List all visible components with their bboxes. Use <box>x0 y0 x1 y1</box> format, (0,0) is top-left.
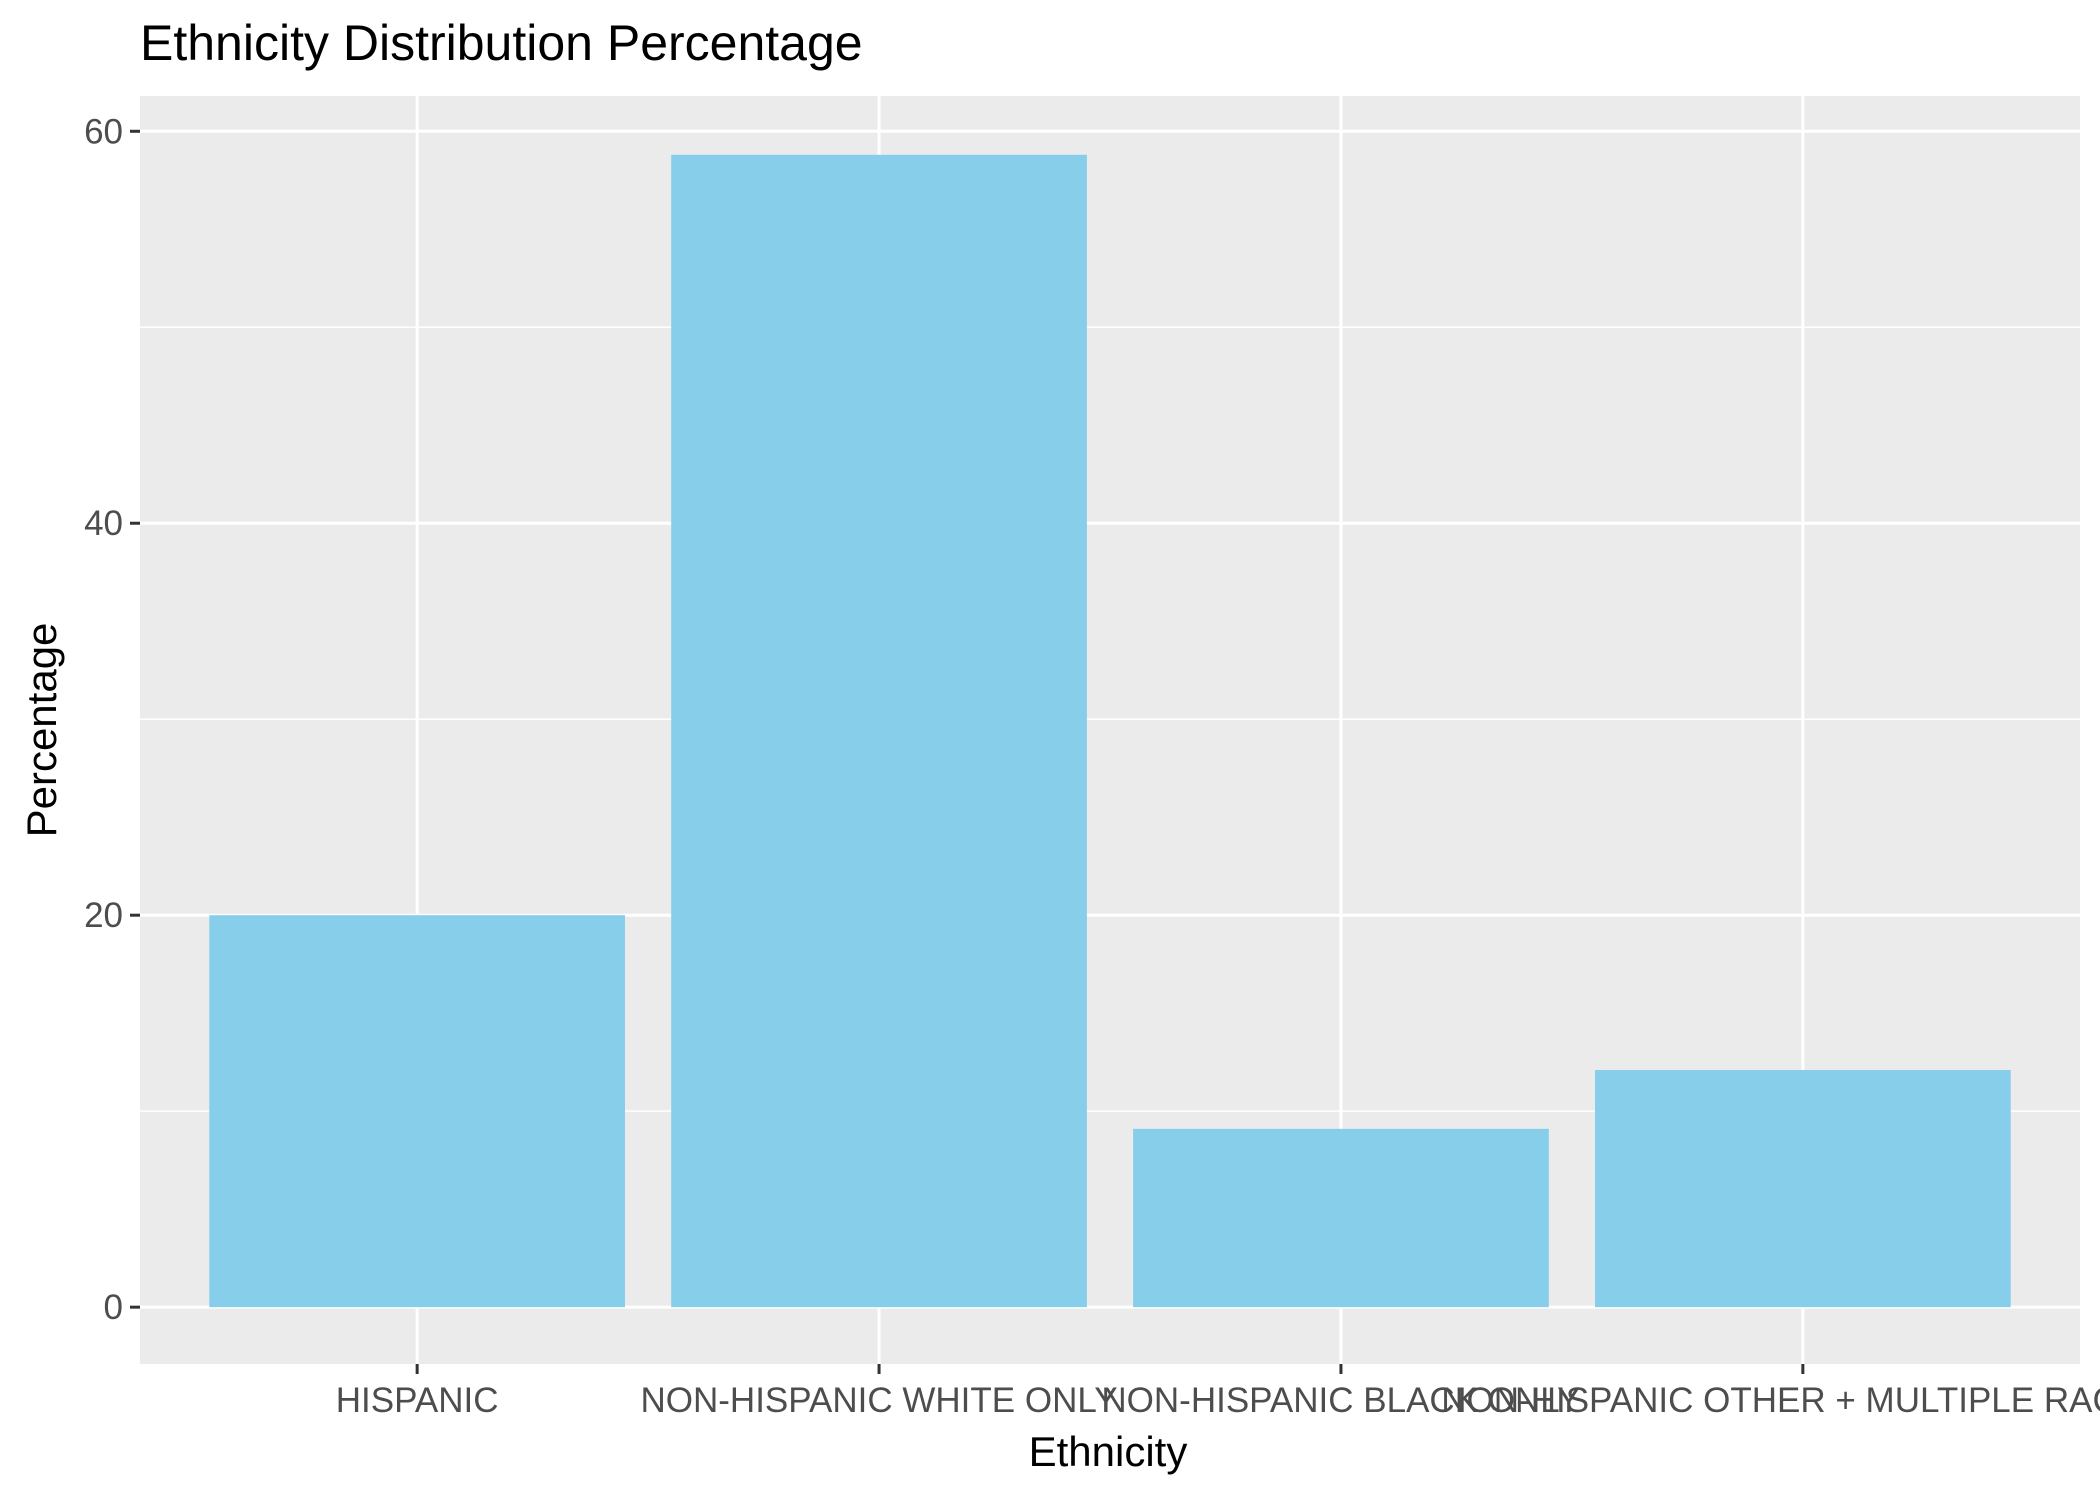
bars <box>209 154 2011 1308</box>
bar <box>671 154 1087 1308</box>
x-axis-ticks: HISPANIC NON-HISPANIC WHITE ONLYNON-HISPA… <box>336 1364 2100 1420</box>
y-axis-ticks: 0 20 40 60 <box>84 112 140 1327</box>
x-tick-label: NON-HISPANIC BLACK ONLY <box>1101 1381 1580 1420</box>
chart-title: Ethnicity Distribution Percentage <box>140 15 863 71</box>
y-tick-label: 20 <box>84 896 123 935</box>
y-tick-label: 60 <box>84 112 123 151</box>
bar <box>209 915 626 1308</box>
x-axis-title: Ethnicity <box>1029 1428 1188 1475</box>
x-tick-label: NON-HISPANIC WHITE ONLY <box>641 1381 1118 1420</box>
x-tick-label: NON-HISPANIC OTHER + MULTIPLE RACES <box>1441 1381 2100 1420</box>
bar <box>1133 1128 1549 1308</box>
y-tick-label: 0 <box>104 1288 123 1327</box>
y-axis-title: Percentage <box>18 623 65 838</box>
y-tick-label: 40 <box>84 504 123 543</box>
x-tick-label: HISPANIC <box>336 1381 499 1420</box>
bar <box>1595 1070 2011 1308</box>
